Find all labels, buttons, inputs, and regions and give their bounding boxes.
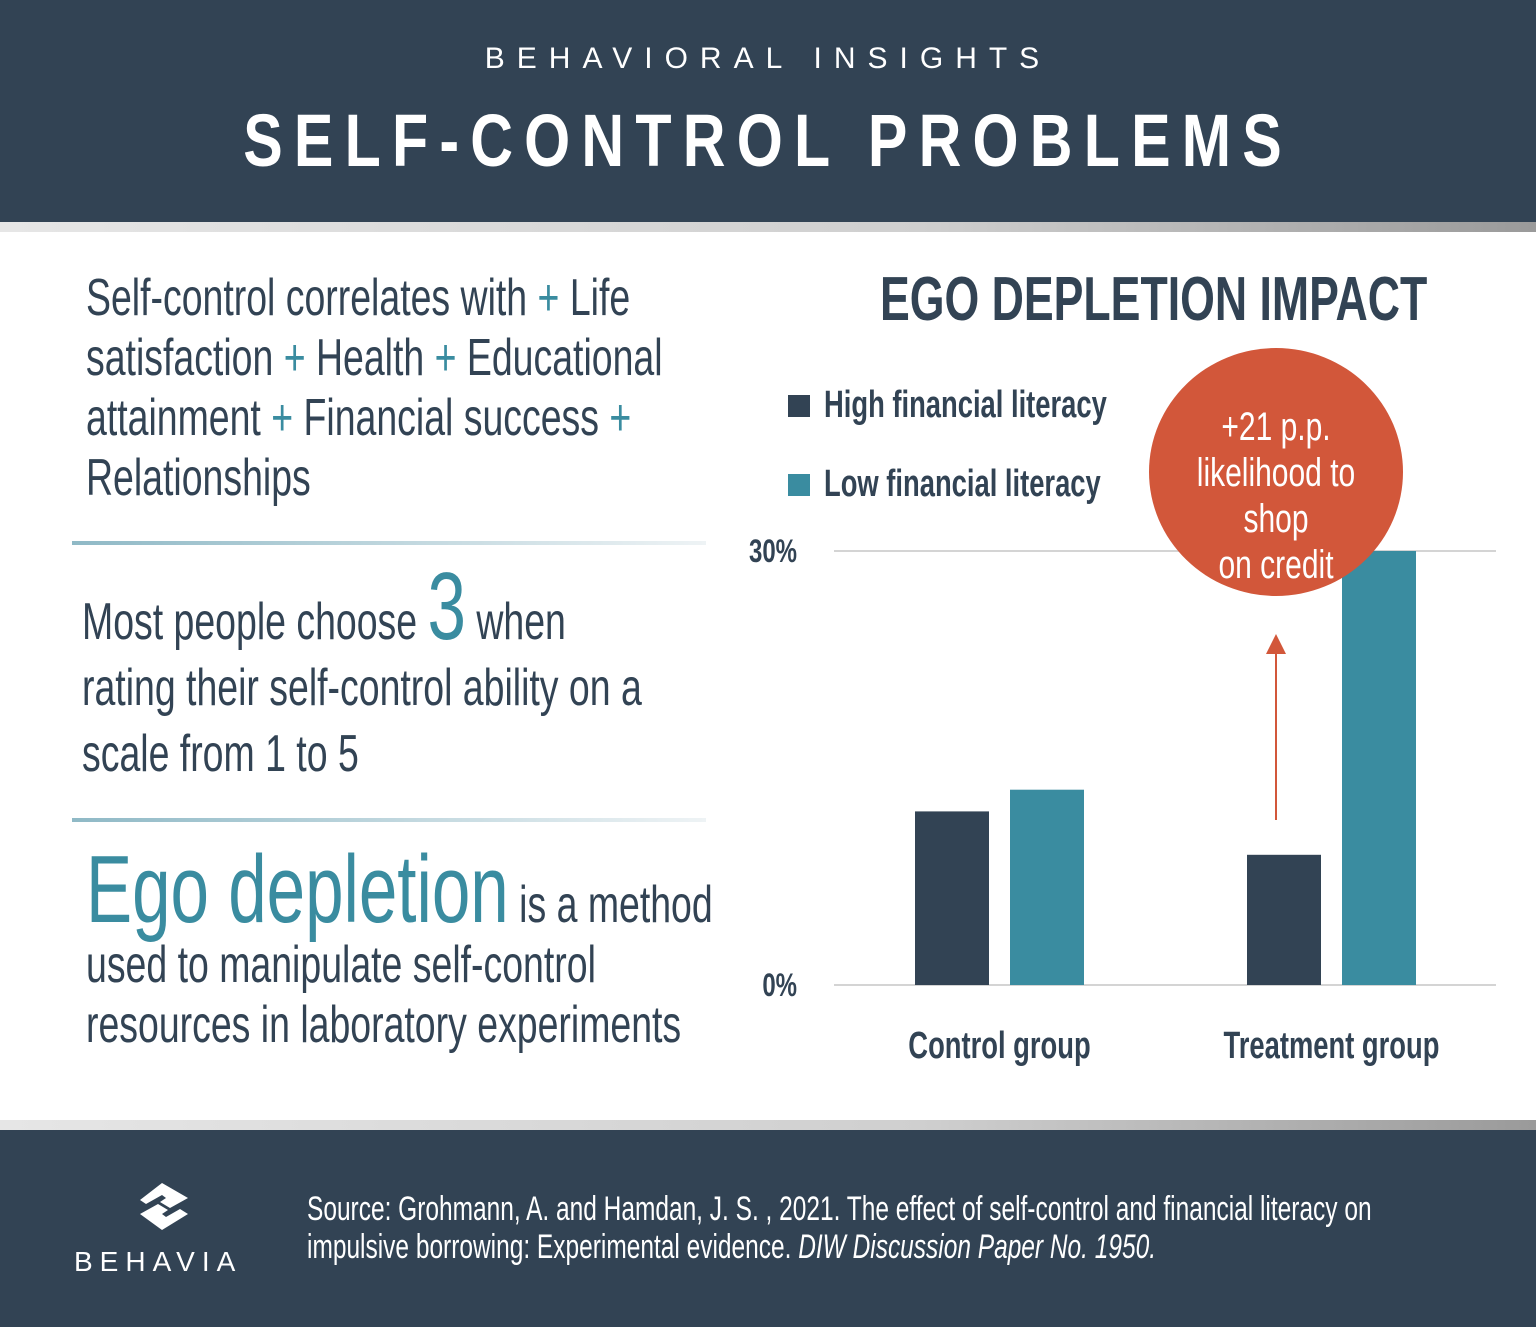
behavia-logo-icon (140, 1183, 188, 1230)
annotation-callout: +21 p.p. likelihood to shop on credit (1149, 348, 1403, 596)
x-tick-label: Treatment group (1224, 1025, 1440, 1067)
rating-text: Most people choose 3 when rating their s… (82, 553, 642, 784)
brand-name: BEHAVIA (74, 1246, 243, 1277)
footer (0, 1130, 1536, 1327)
bar (1247, 854, 1321, 985)
divider (72, 818, 706, 822)
kicker: BEHAVIORAL INSIGHTS (484, 42, 1052, 75)
x-tick-label: Control group (908, 1025, 1090, 1067)
arrow-head-icon (1266, 634, 1286, 654)
bar (915, 811, 989, 985)
divider (0, 1120, 1536, 1130)
legend-swatch (788, 473, 810, 496)
header: BEHAVIORAL INSIGHTS SELF-CONTROL PROBLEM… (0, 0, 1536, 222)
source-citation: Source: Grohmann, A. and Hamdan, J. S. ,… (307, 1190, 1372, 1266)
divider (72, 541, 706, 545)
legend-swatch (788, 394, 810, 417)
page-title: SELF-CONTROL PROBLEMS (243, 99, 1293, 182)
legend-item: Low financial literacy (788, 463, 1208, 506)
y-tick-label: 0% (762, 967, 797, 1003)
correlates-text: Self-control correlates with + Life sati… (86, 269, 663, 507)
ego-depletion-text: Ego depletion is a method used to manipu… (86, 836, 713, 1055)
divider (0, 222, 1536, 232)
legend-item: High financial literacy (788, 384, 1217, 427)
chart-title: EGO DEPLETION IMPACT (880, 265, 1428, 334)
bar (1010, 789, 1084, 985)
y-tick-label: 30% (749, 533, 797, 569)
bar (1342, 551, 1416, 985)
